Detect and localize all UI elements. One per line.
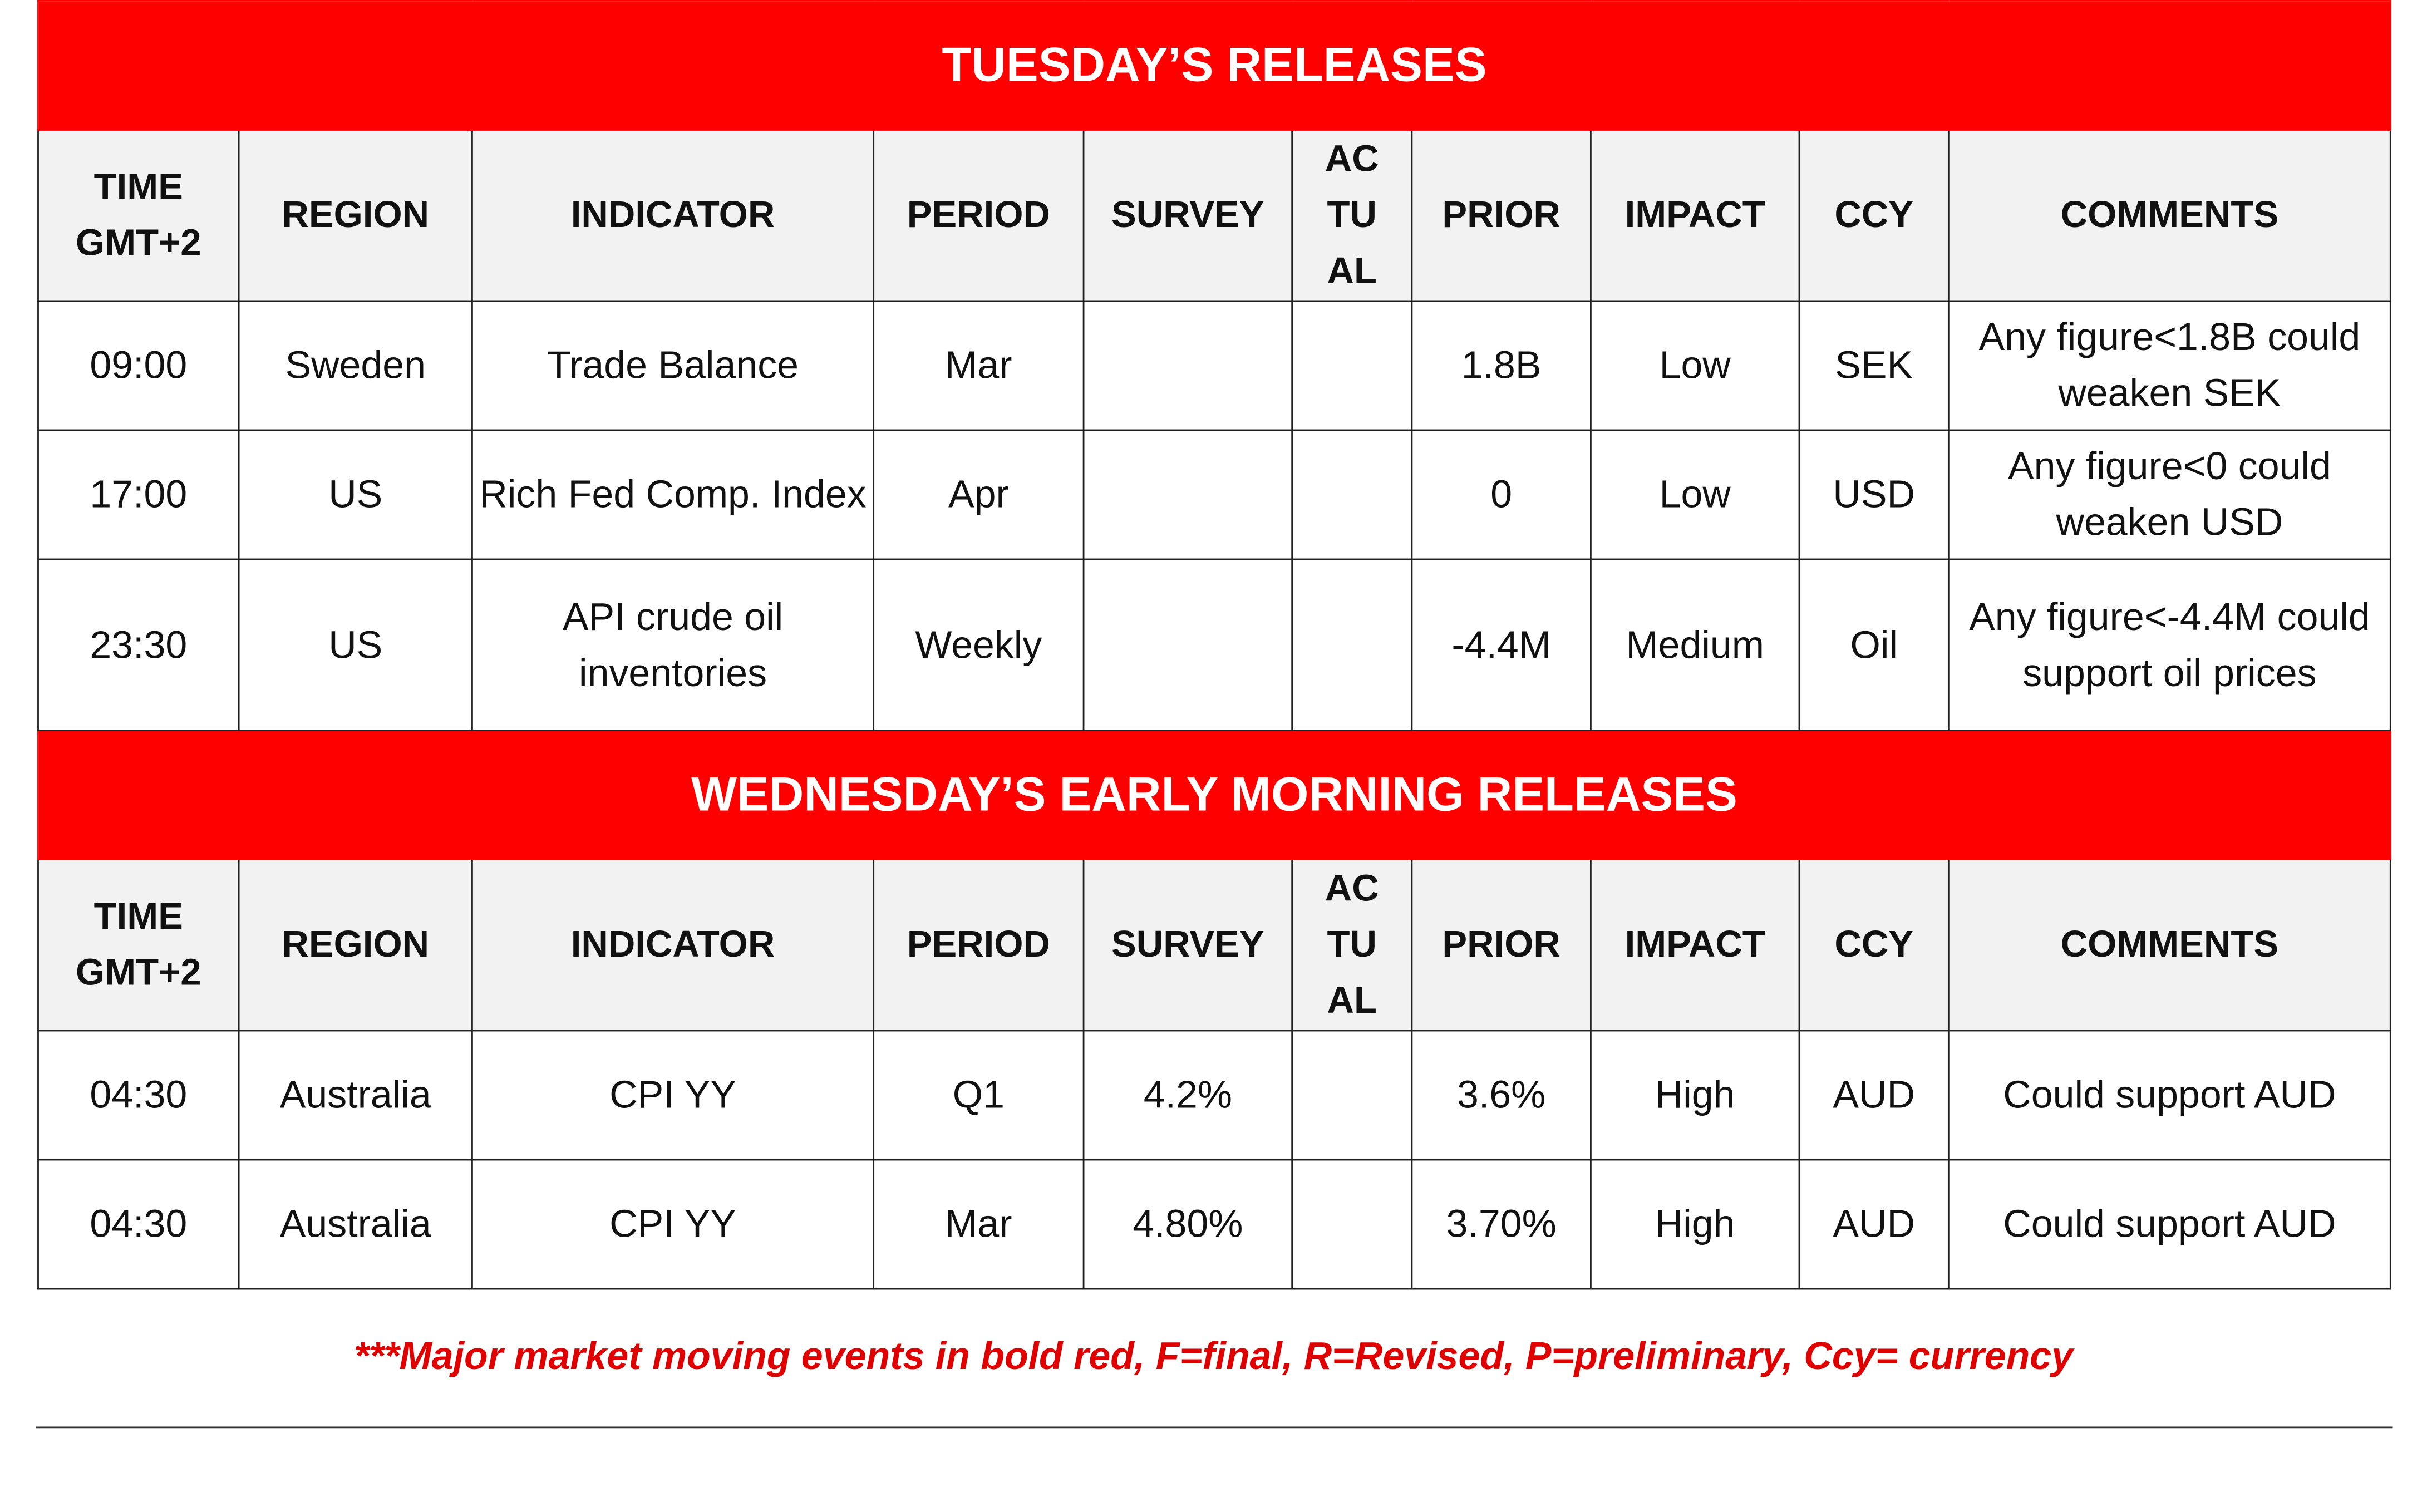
- cell-impact: High: [1590, 1030, 1800, 1161]
- cell-comments: Could support AUD: [1947, 1030, 2391, 1161]
- column-header-region: REGION: [238, 859, 473, 1032]
- column-header-comments: COMMENTS: [1947, 859, 2391, 1032]
- cell-region: US: [238, 429, 473, 560]
- table-row: 09:00 Sweden Trade Balance Mar 1.8B Low SEK Any…: [37, 300, 2391, 431]
- cell-ccy: AUD: [1798, 1159, 1950, 1290]
- section-title: TUESDAY’S RELEASES: [37, 0, 2391, 131]
- cell-actual: [1291, 558, 1413, 731]
- column-header-actual: AC TU AL: [1291, 129, 1413, 302]
- section-title: WEDNESDAY’S EARLY MORNING RELEASES: [37, 730, 2391, 860]
- column-header-prior: PRIOR: [1411, 129, 1592, 302]
- cell-impact: Low: [1590, 300, 1800, 431]
- cell-comments: Any figure<1.8B could weaken SEK: [1947, 300, 2391, 431]
- table-row: 17:00 US Rich Fed Comp. Index Apr 0 Low USD Any…: [37, 429, 2391, 560]
- cell-region: US: [238, 558, 473, 731]
- cell-comments: Could support AUD: [1947, 1159, 2391, 1290]
- cell-comments: Any figure<-4.4M could support oil price…: [1947, 558, 2391, 731]
- cell-ccy: Oil: [1798, 558, 1950, 731]
- cell-survey: 4.2%: [1082, 1030, 1293, 1161]
- column-header-ccy: CCY: [1798, 129, 1950, 302]
- column-header-period: PERIOD: [873, 859, 1085, 1032]
- column-header-region: REGION: [238, 129, 473, 302]
- cell-indicator: Trade Balance: [471, 300, 875, 431]
- cell-region: Australia: [238, 1159, 473, 1290]
- cell-time: 09:00: [37, 300, 240, 431]
- cell-actual: [1291, 1030, 1413, 1161]
- column-header-survey: SURVEY: [1082, 129, 1293, 302]
- column-header-impact: IMPACT: [1590, 129, 1800, 302]
- section-banner: TUESDAY’S RELEASES: [37, 0, 2391, 131]
- cell-indicator: Rich Fed Comp. Index: [471, 429, 875, 560]
- column-header-time: TIME GMT+2: [37, 129, 240, 302]
- cell-region: Australia: [238, 1030, 473, 1161]
- cell-period: Weekly: [873, 558, 1085, 731]
- cell-indicator: CPI YY: [471, 1159, 875, 1290]
- cell-prior: -4.4M: [1411, 558, 1592, 731]
- cell-period: Mar: [873, 1159, 1085, 1290]
- table-row: 04:30 Australia CPI YY Mar 4.80% 3.70% High AUD…: [37, 1159, 2391, 1290]
- cell-period: Mar: [873, 300, 1085, 431]
- column-header-impact: IMPACT: [1590, 859, 1800, 1032]
- header-row: TIME GMT+2 REGION INDICATOR PERIOD SURVEY AC …: [37, 859, 2391, 1032]
- cell-period: Q1: [873, 1030, 1085, 1161]
- cell-time: 17:00: [37, 429, 240, 560]
- cell-prior: 0: [1411, 429, 1592, 560]
- column-header-prior: PRIOR: [1411, 859, 1592, 1032]
- cell-comments: Any figure<0 could weaken USD: [1947, 429, 2391, 560]
- cell-time: 04:30: [37, 1159, 240, 1290]
- column-header-indicator: INDICATOR: [471, 859, 875, 1032]
- table-row: 04:30 Australia CPI YY Q1 4.2% 3.6% High AUD Cou…: [37, 1030, 2391, 1161]
- cell-survey: 4.80%: [1082, 1159, 1293, 1290]
- column-header-time: TIME GMT+2: [37, 859, 240, 1032]
- cell-indicator: API crude oil inventories: [471, 558, 875, 731]
- cell-actual: [1291, 1159, 1413, 1290]
- economic-calendar-table: TUESDAY’S RELEASES TIME GMT+2 REGION INDICA…: [37, 0, 2391, 1290]
- header-row: TIME GMT+2 REGION INDICATOR PERIOD SURVEY AC …: [37, 129, 2391, 302]
- divider: [36, 1426, 2393, 1429]
- table-row: 23:30 US API crude oil inventories Weekly -4…: [37, 558, 2391, 731]
- column-header-survey: SURVEY: [1082, 859, 1293, 1032]
- cell-time: 23:30: [37, 558, 240, 731]
- cell-prior: 3.6%: [1411, 1030, 1592, 1161]
- column-header-comments: COMMENTS: [1947, 129, 2391, 302]
- cell-indicator: CPI YY: [471, 1030, 875, 1161]
- cell-survey: [1082, 300, 1293, 431]
- cell-survey: [1082, 429, 1293, 560]
- cell-actual: [1291, 300, 1413, 431]
- cell-region: Sweden: [238, 300, 473, 431]
- cell-impact: Low: [1590, 429, 1800, 560]
- column-header-period: PERIOD: [873, 129, 1085, 302]
- cell-ccy: SEK: [1798, 300, 1950, 431]
- cell-prior: 1.8B: [1411, 300, 1592, 431]
- cell-impact: High: [1590, 1159, 1800, 1290]
- cell-period: Apr: [873, 429, 1085, 560]
- cell-prior: 3.70%: [1411, 1159, 1592, 1290]
- cell-ccy: USD: [1798, 429, 1950, 560]
- footnote: ***Major market moving events in bold re…: [353, 1334, 2074, 1378]
- cell-impact: Medium: [1590, 558, 1800, 731]
- cell-ccy: AUD: [1798, 1030, 1950, 1161]
- column-header-ccy: CCY: [1798, 859, 1950, 1032]
- section-banner: WEDNESDAY’S EARLY MORNING RELEASES: [37, 730, 2391, 860]
- cell-actual: [1291, 429, 1413, 560]
- column-header-indicator: INDICATOR: [471, 129, 875, 302]
- column-header-actual: AC TU AL: [1291, 859, 1413, 1032]
- cell-time: 04:30: [37, 1030, 240, 1161]
- cell-survey: [1082, 558, 1293, 731]
